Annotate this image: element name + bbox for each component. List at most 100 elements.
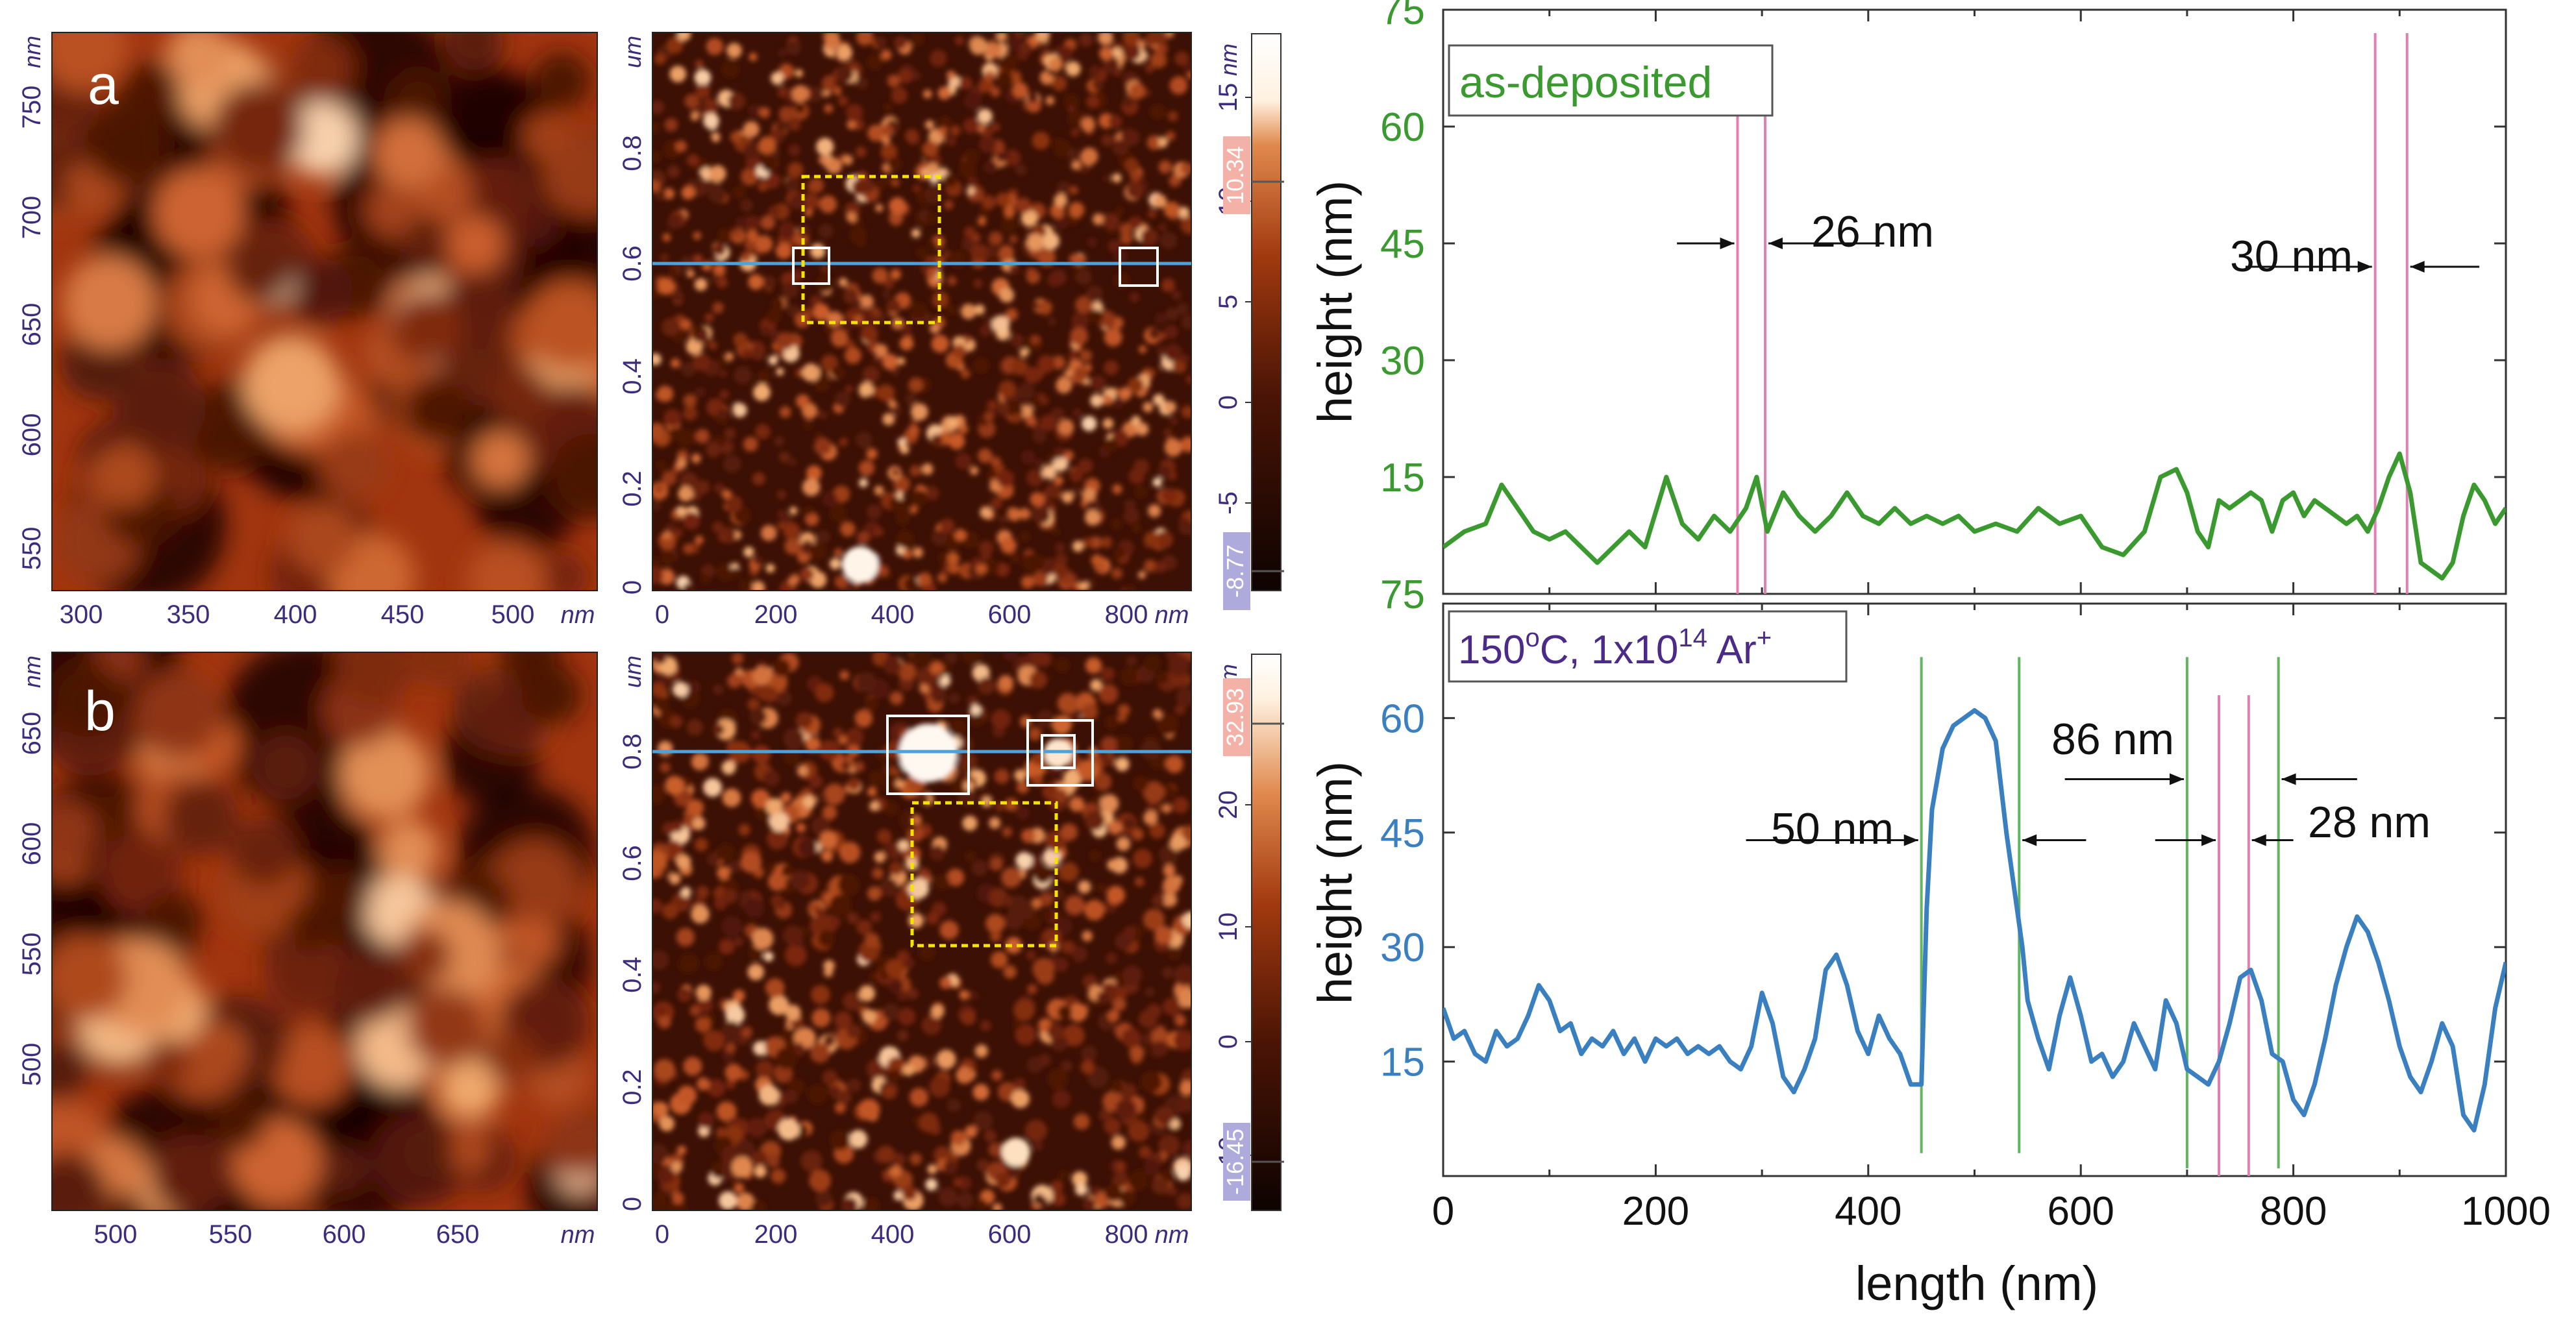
chart-as-deposited: 15 30 45 60 75 75 — [1380, 0, 2507, 617]
panel-a-full-image — [652, 32, 1191, 591]
colorbar-tick: 5 — [1214, 295, 1243, 309]
panel-b-zoom-ytick: 600 — [18, 822, 46, 866]
annotation-arrowhead — [2357, 261, 2372, 273]
ytick-label: 45 — [1380, 811, 1425, 856]
colorbar-max-bg — [1223, 678, 1250, 756]
ytick-label: 75 — [1380, 0, 1425, 33]
panel-b-full-ytick: 0.4 — [618, 957, 647, 993]
panel-b-full-xtick: 800 — [1105, 1220, 1148, 1249]
chart-top-title-box — [1448, 44, 1774, 117]
colorbar-max-bg — [1223, 136, 1250, 214]
panel-b-full-xtick: 600 — [988, 1220, 1032, 1249]
panel-a-zoom-ytick: 700 — [18, 196, 46, 239]
xtick-label: 1000 — [2461, 1189, 2551, 1234]
xtick-label: 600 — [2047, 1189, 2114, 1234]
colorbar-tick: 20 — [1214, 791, 1243, 820]
colorbar-min-bg — [1223, 1123, 1250, 1201]
panel-b-full-axes: 0 200 400 600 800 nm 0.8 0.6 0.4 0.2 0 um — [618, 656, 1189, 1249]
title-part-150: 150 — [1458, 628, 1525, 672]
annotation-arrowhead — [1720, 238, 1735, 249]
chart-top-title: as-deposited — [1459, 58, 1712, 107]
ytick-label: 15 — [1380, 456, 1425, 500]
panel-b-feature-box-2 — [1026, 719, 1094, 787]
xtick-label: 400 — [1835, 1189, 1901, 1234]
panel-a-feature-box-1 — [792, 247, 830, 285]
panel-a-full-ytick: 0 — [618, 580, 647, 595]
title-part-ar: Ar — [1707, 628, 1757, 672]
ytick-label: 15 — [1380, 1040, 1425, 1085]
panel-b-zoom-yunit: nm — [19, 656, 45, 688]
panel-a-colorbar — [1251, 33, 1282, 591]
colorbar-min-bg — [1223, 532, 1250, 610]
colorbar-max-label: 32.93 — [1222, 688, 1248, 746]
panel-b-zoom-frame — [51, 652, 598, 1211]
ytick-label: 60 — [1380, 696, 1425, 741]
panel-a-full-frame — [652, 32, 1192, 591]
colorbar-tick: -5 — [1214, 491, 1243, 515]
colorbar-tick: 0 — [1214, 395, 1243, 410]
panel-a-zoom-ytick: 750 — [18, 86, 46, 129]
panel-a-zoom-ytick: 550 — [18, 527, 46, 570]
colorbar-min-label: -16.45 — [1222, 1129, 1248, 1195]
annotation-arrowhead — [1903, 834, 1918, 846]
annotation-arrowhead — [2281, 773, 2296, 785]
ytick-label: 30 — [1380, 339, 1425, 384]
panel-a-full-axes: 0 200 400 600 800 nm 0.8 0.6 0.4 0.2 0 um — [618, 36, 1189, 629]
panel-a-zoom-ytick: 650 — [18, 303, 46, 347]
panel-a-zoom-xtick: 500 — [491, 600, 535, 629]
panel-b-full-xtick: 200 — [754, 1220, 798, 1249]
panel-a-zoom-frame — [51, 32, 598, 591]
panel-b-full-frame — [652, 652, 1192, 1211]
panel-b-full-ytick: 0.6 — [618, 845, 647, 881]
panel-a-zoom-xtick: 350 — [167, 600, 210, 629]
panel-b-zoom-ytick: 650 — [18, 712, 46, 755]
annotation-28nm: 28 nm — [2308, 798, 2431, 847]
annotation-arrowhead — [1768, 238, 1783, 249]
panel-b-zoom-ytick: 500 — [18, 1043, 46, 1086]
xtick-label: 800 — [2260, 1189, 2327, 1234]
panel-a-zoom-axes: 300 350 400 450 500 nm 750 700 650 600 550 nm — [18, 36, 595, 629]
panel-a-zoom-xunit: nm — [561, 602, 595, 629]
panel-b-zoom-region-box — [910, 801, 1058, 948]
panel-b-full-yunit: um — [619, 656, 646, 688]
panel-a-full-ytick: 0.6 — [618, 245, 647, 282]
panel-b-full-xtick: 0 — [655, 1220, 669, 1249]
annotation-arrowhead — [2201, 834, 2216, 846]
panel-a-full-xunit: nm — [1155, 602, 1189, 629]
annotation-26nm: 26 nm — [1811, 207, 1934, 256]
panel-a-zoom-ytick: 600 — [18, 413, 46, 457]
panel-a-full-xtick: 200 — [754, 600, 798, 629]
panel-b-colorbar — [1251, 654, 1282, 1211]
series-line — [1443, 708, 2506, 1133]
annotation-arrowhead — [2169, 773, 2184, 785]
panel-b-zoom-xtick: 650 — [436, 1220, 480, 1249]
chart-bottom-ylabel: height (nm) — [1308, 761, 1362, 1004]
annotation-arrowhead — [2022, 834, 2037, 846]
panel-a-full-xtick: 400 — [871, 600, 915, 629]
panel-b-feature-box-2-inner — [1041, 734, 1076, 769]
panel-b-full-xtick: 400 — [871, 1220, 915, 1249]
ytick-label-boundary: 75 — [1380, 572, 1425, 617]
chart-top-ylabel: height (nm) — [1308, 180, 1362, 423]
panel-a-full-yunit: um — [619, 36, 646, 68]
panel-b-full-ytick: 0 — [618, 1197, 647, 1211]
panel-a-label: a — [88, 54, 119, 116]
panel-b-zoom-ytick: 550 — [18, 933, 46, 976]
colorbar-max-label: 10.34 — [1222, 146, 1248, 204]
title-part-plus: + — [1757, 624, 1772, 652]
panel-a-full-ytick: 0.2 — [618, 471, 647, 507]
panel-a-full-xtick: 0 — [655, 600, 669, 629]
panel-b-zoom-xunit: nm — [561, 1221, 595, 1249]
panel-a-zoom-xtick: 400 — [274, 600, 317, 629]
panel-a-full-xtick: 600 — [988, 600, 1032, 629]
title-part-exponent: 14 — [1678, 624, 1707, 652]
panel-b-zoom-xtick: 600 — [323, 1220, 366, 1249]
colorbar-tick: 10 — [1214, 913, 1243, 942]
panel-b-full-xunit: nm — [1155, 1221, 1189, 1249]
colorbar-tick: 15 — [1214, 83, 1243, 112]
panel-b-full-image — [652, 652, 1191, 1210]
panel-a-zoom-xtick: 300 — [60, 600, 103, 629]
